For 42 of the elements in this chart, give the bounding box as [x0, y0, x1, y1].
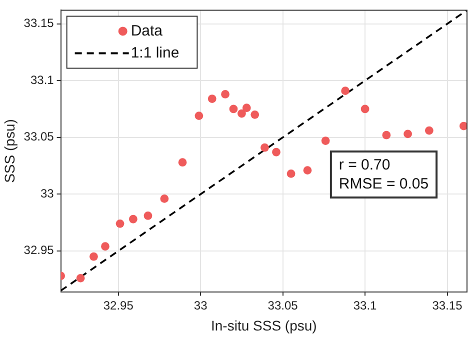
point: [238, 109, 246, 118]
point: [144, 212, 152, 220]
x-tick-label: 33.1: [353, 298, 378, 312]
point: [250, 110, 260, 119]
point: [460, 122, 467, 130]
y-tick-label: 33.05: [24, 130, 54, 144]
point: [360, 104, 370, 114]
point: [424, 126, 434, 135]
point: [229, 104, 238, 114]
point: [242, 104, 251, 112]
point: [178, 158, 187, 167]
point: [286, 170, 296, 178]
point: [208, 94, 216, 103]
annotation: RMSE = 0.05: [338, 176, 429, 193]
point: [128, 214, 138, 224]
point: [101, 242, 110, 251]
x-tick-label: 32.95: [103, 298, 134, 312]
point: [90, 252, 98, 261]
x-tick-label: 33: [194, 298, 208, 312]
point: [221, 90, 230, 98]
point: [321, 136, 330, 145]
point: [341, 86, 350, 96]
y-axis-title: SSS (psu): [1, 119, 18, 183]
y-tick-label: 33: [40, 186, 54, 200]
point: [303, 166, 312, 175]
point: [382, 130, 391, 140]
point: [194, 112, 204, 120]
point: [160, 194, 169, 203]
x-tick-label: 33.15: [432, 298, 463, 312]
y-tick-label: 33.15: [24, 16, 54, 30]
legend-label: 1:1 line: [130, 44, 180, 62]
x-axis-title: In-situ SSS (psu): [211, 317, 317, 334]
x-tick-label: 33.05: [268, 298, 298, 312]
y-tick-label: 33.1: [30, 72, 54, 87]
point: [272, 148, 280, 156]
legend-label: Data: [130, 22, 164, 40]
point: [116, 219, 124, 228]
y-tick-label: 32.95: [24, 243, 54, 258]
point: [260, 143, 269, 152]
point: [404, 130, 412, 138]
annotation: r = 0.70: [338, 156, 390, 174]
point: [76, 274, 85, 282]
